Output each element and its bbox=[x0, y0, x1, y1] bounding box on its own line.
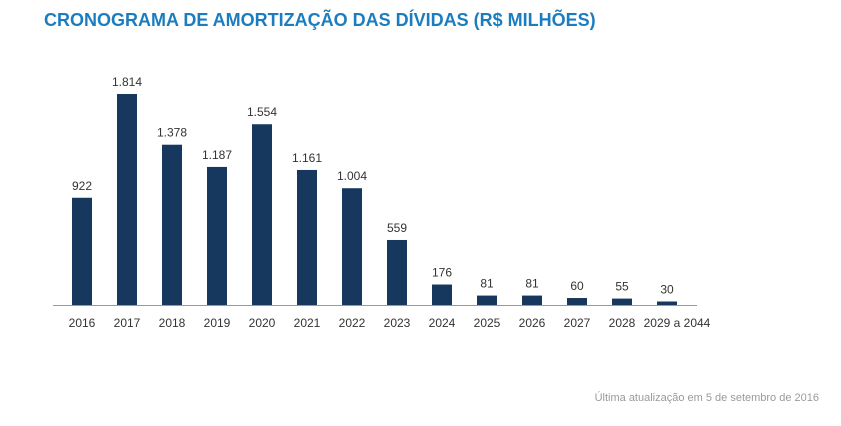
x-tick-label: 2024 bbox=[429, 316, 456, 330]
bar-2022 bbox=[342, 188, 362, 305]
bar-2017 bbox=[117, 94, 137, 305]
bar-2018 bbox=[162, 144, 182, 305]
bar-2026 bbox=[522, 295, 542, 305]
bar-2019 bbox=[207, 166, 227, 305]
x-tick-label: 2020 bbox=[249, 316, 276, 330]
value-label: 1.814 bbox=[112, 75, 142, 89]
x-tick-label: 2019 bbox=[204, 316, 231, 330]
x-tick-label: 2027 bbox=[564, 316, 591, 330]
x-tick-label: 2018 bbox=[159, 316, 186, 330]
x-tick-label: 2021 bbox=[294, 316, 321, 330]
value-label: 60 bbox=[570, 279, 584, 293]
value-label: 176 bbox=[432, 266, 452, 280]
value-label: 1.004 bbox=[337, 169, 367, 183]
bar-2025 bbox=[477, 295, 497, 305]
x-tick-label: 2022 bbox=[339, 316, 366, 330]
last-updated-note: Última atualização em 5 de setembro de 2… bbox=[594, 392, 819, 404]
bar-2028 bbox=[612, 298, 632, 305]
chart-title: CRONOGRAMA DE AMORTIZAÇÃO DAS DÍVIDAS (R… bbox=[44, 10, 596, 30]
bar-2029-a-2044 bbox=[657, 301, 677, 305]
x-tick-label: 2016 bbox=[69, 316, 96, 330]
value-label: 1.378 bbox=[157, 126, 187, 140]
bar-2020 bbox=[252, 124, 272, 306]
bar-2021 bbox=[297, 169, 317, 305]
x-tick-label: 2028 bbox=[609, 316, 636, 330]
value-label: 1.554 bbox=[247, 105, 277, 119]
value-label: 1.187 bbox=[202, 148, 232, 162]
value-label: 559 bbox=[387, 221, 407, 235]
bar-2024 bbox=[432, 284, 452, 305]
x-tick-label: 2023 bbox=[384, 316, 411, 330]
x-tick-label: 2029 a 2044 bbox=[644, 316, 711, 330]
value-label: 1.161 bbox=[292, 151, 322, 165]
value-label: 81 bbox=[525, 277, 539, 291]
value-label: 922 bbox=[72, 179, 92, 193]
bar-2027 bbox=[567, 298, 587, 305]
x-tick-label: 2025 bbox=[474, 316, 501, 330]
bars-group bbox=[72, 94, 677, 306]
bar-2016 bbox=[72, 197, 92, 305]
value-labels-group: 922 1.814 1.378 1.187 1.554 1.161 1.004 559 176 8… bbox=[72, 75, 674, 297]
x-tick-labels-group: 2016 2017 2018 2019 2020 2021 2022 2023 2024 2025… bbox=[69, 316, 711, 330]
x-tick-label: 2017 bbox=[114, 316, 141, 330]
value-label: 81 bbox=[480, 277, 494, 291]
value-label: 30 bbox=[660, 283, 674, 297]
x-tick-label: 2026 bbox=[519, 316, 546, 330]
bar-2023 bbox=[387, 239, 407, 305]
value-label: 55 bbox=[615, 280, 629, 294]
